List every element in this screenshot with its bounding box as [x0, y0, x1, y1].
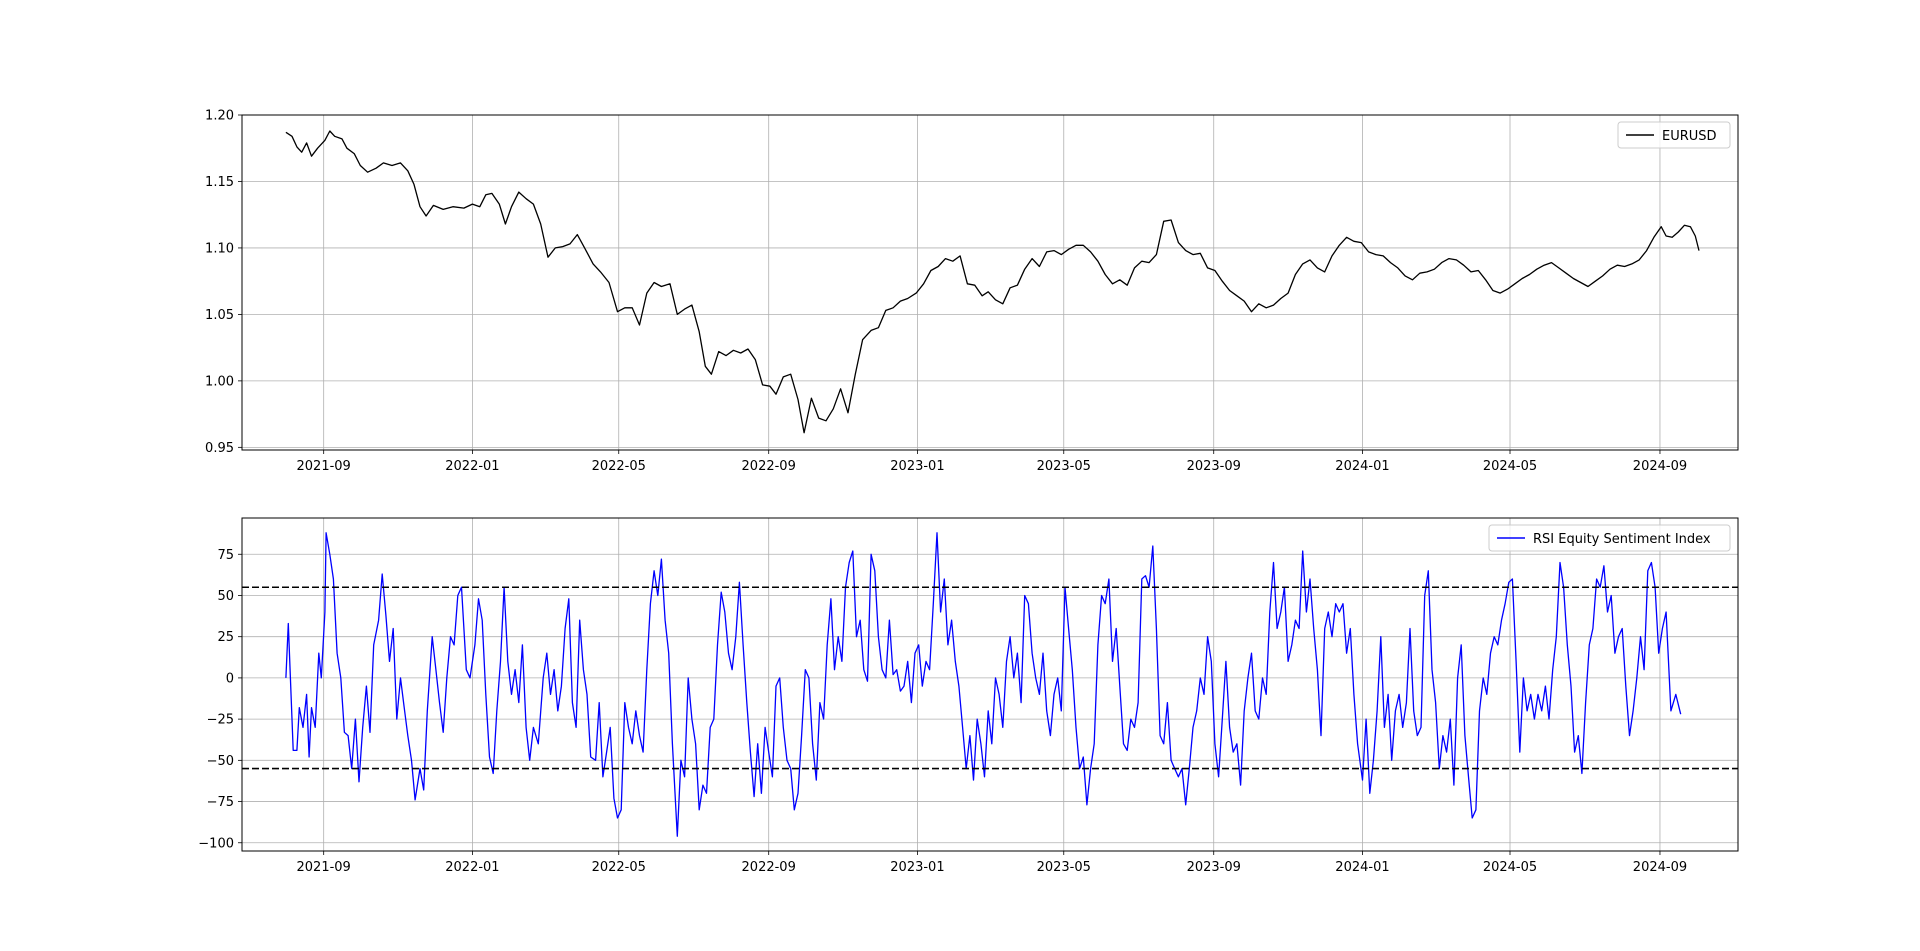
y-tick-label: 1.00: [205, 374, 234, 389]
x-tick-label: 2023-09: [1187, 459, 1241, 474]
x-tick-label: 2023-01: [890, 860, 944, 875]
y-tick-label: 75: [217, 548, 234, 563]
series-line-eurusd: [285, 130, 1700, 434]
rsi-threshold-lines: [242, 586, 1738, 770]
eurusd-series-layer: [285, 130, 1700, 434]
y-tick-label: −100: [198, 836, 234, 851]
x-tick-label: 2023-09: [1187, 860, 1241, 875]
x-tick-label: 2021-09: [297, 459, 351, 474]
x-tick-label: 2022-01: [445, 459, 499, 474]
eurusd-legend-label: EURUSD: [1662, 129, 1717, 144]
x-tick-label: 2022-01: [445, 860, 499, 875]
rsi-legend-label: RSI Equity Sentiment Index: [1533, 532, 1711, 547]
rsi-series-layer: [285, 532, 1682, 837]
x-tick-label: 2023-01: [890, 459, 944, 474]
y-tick-label: 1.15: [205, 175, 234, 190]
eurusd-chart-panel: 2021-09 2022-01 2022-05 2022-09 2023-01 2023-…: [205, 109, 1739, 475]
x-tick-label: 2024-01: [1335, 459, 1389, 474]
eurusd-legend-box: [1617, 121, 1731, 149]
x-tick-label: 2021-09: [297, 860, 351, 875]
y-tick-label: 1.10: [205, 241, 234, 256]
y-tick-label: 1.05: [205, 308, 234, 323]
x-tick-label: 2024-09: [1633, 459, 1687, 474]
y-tick-label: 50: [217, 589, 234, 604]
y-tick-label: −25: [207, 713, 234, 728]
y-tick-label: 0: [226, 671, 234, 686]
x-tick-label: 2024-05: [1483, 459, 1537, 474]
eurusd-legend: EURUSD: [1617, 121, 1731, 149]
x-tick-label: 2024-09: [1633, 860, 1687, 875]
rsi-ticks: 2021-09 2022-01 2022-05 2022-09 2023-01 2023-…: [198, 548, 1687, 875]
x-tick-label: 2022-05: [592, 459, 646, 474]
series-line-rsi: [285, 532, 1682, 837]
rsi-legend: RSI Equity Sentiment Index: [1488, 524, 1731, 552]
x-tick-label: 2023-05: [1037, 459, 1091, 474]
x-tick-label: 2024-01: [1335, 860, 1389, 875]
x-tick-label: 2023-05: [1037, 860, 1091, 875]
rsi-legend-box: [1488, 524, 1731, 552]
y-tick-label: 1.20: [205, 109, 234, 124]
rsi-grid: [242, 518, 1738, 851]
rsi-plot-frame: [241, 517, 1739, 852]
x-tick-label: 2022-05: [592, 860, 646, 875]
y-tick-label: 25: [217, 630, 234, 645]
rsi-chart-panel: 2021-09 2022-01 2022-05 2022-09 2023-01 2023-…: [198, 517, 1739, 875]
y-tick-label: −75: [207, 795, 234, 810]
x-tick-label: 2024-05: [1483, 860, 1537, 875]
x-tick-label: 2022-09: [742, 459, 796, 474]
eurusd-ticks: 2021-09 2022-01 2022-05 2022-09 2023-01 2023-…: [205, 109, 1687, 475]
y-tick-label: 0.95: [205, 441, 234, 456]
y-tick-label: −50: [207, 754, 234, 769]
eurusd-plot-frame: [241, 114, 1739, 451]
x-tick-label: 2022-09: [742, 860, 796, 875]
